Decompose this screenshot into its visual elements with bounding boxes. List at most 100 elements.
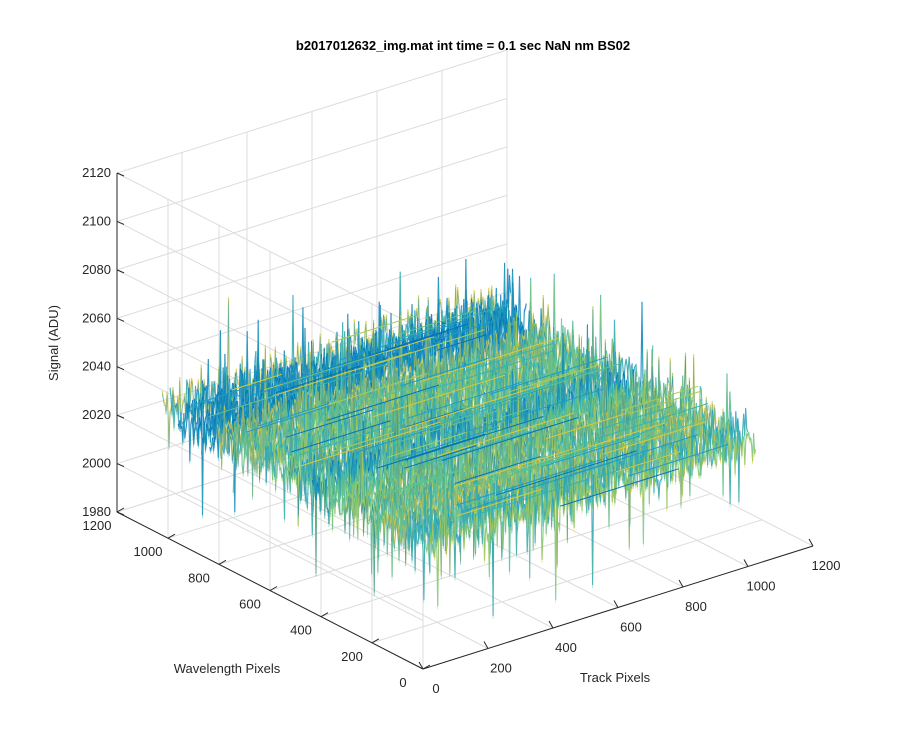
y-tick-label: 800 [188, 570, 210, 585]
surface-fill-stroke [372, 374, 506, 418]
x-tick-label: 200 [490, 661, 512, 676]
surface-fill-stroke [385, 336, 435, 353]
surface-fill-stroke [445, 358, 550, 393]
z-axis-label: Signal (ADU) [46, 305, 61, 381]
surface-fill-stroke [628, 444, 729, 477]
surface-fill-stroke [533, 363, 603, 387]
surface-fill-stroke [282, 355, 370, 385]
surface-fill-stroke [520, 422, 665, 470]
surface-fill-stroke [390, 395, 530, 441]
surface-fill-stroke [436, 334, 487, 351]
x-tick-mark [808, 538, 814, 547]
surface-fill-stroke [392, 407, 506, 445]
surface-fill-stroke [602, 421, 706, 455]
surface-fill-stroke [507, 370, 577, 393]
y-tick-label: 1200 [83, 518, 112, 533]
surface-fill-stroke [401, 357, 489, 387]
y-tick-mark [269, 586, 278, 591]
x-axis-label: Track Pixels [580, 670, 651, 685]
surface-fill-stroke [252, 356, 374, 396]
y-tick-mark [218, 559, 227, 565]
surface-fill-stroke [595, 402, 709, 440]
surface-row-shade [422, 395, 756, 610]
surface-fill-stroke [476, 407, 531, 426]
surface-fill-stroke [289, 363, 386, 396]
y-tick-mark [371, 638, 380, 644]
z-tick-label: 2000 [82, 456, 111, 471]
z-tick-mark [116, 511, 125, 516]
surface-fill-stroke [443, 320, 494, 338]
x-tick-label: 1000 [747, 579, 776, 594]
x-tick-mark [743, 559, 749, 567]
y-tick-label: 200 [341, 649, 363, 664]
z-tick-label: 2100 [82, 213, 111, 228]
chart-title: b2017012632_img.mat int time = 0.1 sec N… [296, 38, 630, 53]
surface-fill-stroke [387, 323, 469, 350]
floor-grid-line [371, 519, 763, 644]
surface-fill-stroke [396, 426, 500, 460]
surface-fill-stroke [560, 468, 679, 507]
z-tick-label: 2060 [82, 310, 111, 325]
x-tick-label: 1200 [812, 558, 841, 573]
surface-fill-stroke [326, 384, 440, 421]
surface-fill-stroke [464, 342, 554, 372]
x-tick-mark [548, 620, 554, 629]
surface-fill-stroke [467, 459, 558, 489]
surface-fill-stroke [454, 455, 541, 484]
surface-fill-stroke [479, 385, 552, 410]
surface-fill-stroke [615, 451, 681, 473]
x-tick-mark [613, 600, 619, 608]
surface-fill-stroke [272, 351, 412, 397]
surface-fill-stroke [376, 433, 486, 469]
surface-fill-stroke [358, 424, 442, 452]
y-axis-label: Wavelength Pixels [174, 661, 281, 676]
surface-fill-stroke [379, 459, 495, 497]
z-tick-label: 2020 [82, 407, 111, 422]
z-tick-mark [116, 220, 125, 225]
y-tick-mark [167, 533, 176, 539]
z-tick-mark [116, 172, 125, 177]
z-tick-mark [116, 317, 125, 322]
surface-fill-stroke [400, 309, 476, 335]
surface-fill-stroke [465, 494, 516, 511]
surface-fill-stroke [275, 365, 361, 394]
tick-labels: 0 200 400 600 800 1000 1200 0 200 400 600 800 1000 12… [82, 165, 840, 696]
x-tick-mark [678, 579, 684, 588]
left-wall-grid-line [116, 463, 424, 622]
y-tick-label: 400 [290, 623, 312, 638]
y-tick-mark [422, 664, 431, 670]
y-tick-label: 1000 [134, 544, 163, 559]
right-wall-grid-line [116, 146, 508, 271]
surface-fill-stroke [456, 458, 603, 506]
right-wall-grid-line [116, 49, 508, 174]
x-tick-label: 800 [685, 599, 707, 614]
surface-fill-stroke [488, 363, 620, 406]
surface-fill-stroke [620, 385, 699, 411]
surface-fill-stroke [599, 405, 673, 430]
surface-fill-stroke [630, 391, 701, 414]
z-tick-label: 2080 [82, 262, 111, 277]
surface-fill-stroke [427, 431, 530, 465]
surface-fill-stroke [531, 461, 614, 489]
x-tick-label: 0 [432, 681, 439, 696]
left-wall-grid-line [116, 172, 424, 331]
surface-fill-stroke [195, 380, 268, 405]
surface-fill-stroke [397, 303, 509, 340]
surface-fill-stroke [331, 315, 415, 343]
surface-fill-stroke [331, 431, 395, 453]
surface-fill-stroke [379, 470, 456, 496]
surface-fill-stroke [368, 370, 464, 402]
surface-fill-stroke [298, 421, 405, 456]
surface-fill-stroke [466, 388, 604, 433]
surface-fill-stroke [612, 418, 692, 444]
right-wall-grid-line [116, 194, 508, 319]
surface-fill-stroke [291, 420, 391, 453]
z-tick-label: 1980 [82, 504, 111, 519]
surface-fill-stroke [298, 421, 441, 468]
right-wall-grid-line [116, 97, 508, 222]
surface-fill-stroke [407, 381, 523, 419]
surface-fill-stroke [456, 488, 543, 517]
surface-fill-stroke [403, 445, 477, 469]
floor-grid-line [320, 493, 712, 618]
